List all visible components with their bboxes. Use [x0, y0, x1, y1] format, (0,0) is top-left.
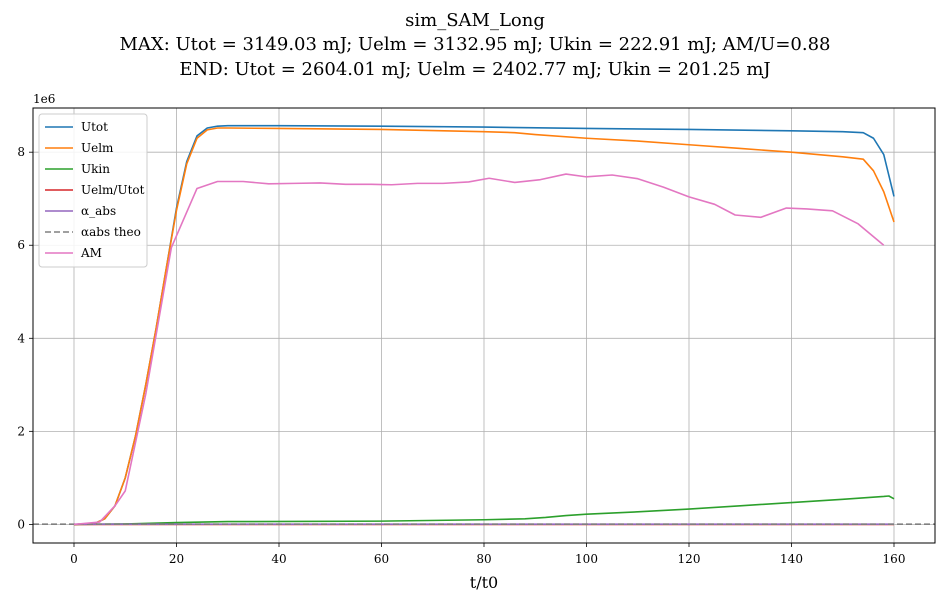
legend-box [38, 113, 148, 268]
chart-subtitle-end: END: Utot = 2604.01 mJ; Uelm = 2402.77 m… [179, 59, 770, 80]
legend: Utot Uelm Ukin Uelm/Utot α_abs αabs theo AM [38, 113, 148, 268]
x-tick-label: 0 [70, 552, 78, 566]
series-line-1 [73, 127, 895, 526]
series-line-6 [73, 173, 885, 526]
plot-area: 0 20 40 60 80 100 120 140 160 0 2 4 6 8 [17, 107, 936, 566]
x-tick-label: 100 [575, 552, 598, 566]
x-tick-label: 140 [780, 552, 803, 566]
legend-label: Ukin [81, 162, 110, 176]
x-tick-label: 60 [374, 552, 389, 566]
legend-label: αabs theo [81, 225, 141, 239]
series-line-2 [73, 495, 895, 526]
x-tick-label: 80 [476, 552, 491, 566]
chart-subtitle-max: MAX: Utot = 3149.03 mJ; Uelm = 3132.95 m… [119, 34, 830, 55]
y-tick-label: 2 [17, 424, 25, 438]
series-layer [33, 124, 935, 526]
legend-label: Uelm/Utot [81, 183, 145, 197]
y-tick-label: 0 [17, 517, 25, 531]
ticks: 0 20 40 60 80 100 120 140 160 0 2 4 6 8 [17, 145, 905, 566]
x-tick-label: 160 [883, 552, 906, 566]
y-offset-text: 1e6 [33, 92, 55, 106]
x-tick-label: 40 [271, 552, 286, 566]
y-tick-label: 4 [17, 331, 25, 345]
legend-label: α_abs [81, 204, 116, 218]
legend-label: AM [80, 246, 102, 260]
x-axis-label: t/t0 [470, 573, 498, 592]
legend-label: Utot [81, 120, 108, 134]
legend-label: Uelm [81, 141, 114, 155]
y-tick-label: 8 [17, 145, 25, 159]
x-tick-label: 120 [678, 552, 701, 566]
x-tick-label: 20 [169, 552, 184, 566]
chart-title: sim_SAM_Long [405, 10, 545, 31]
y-tick-label: 6 [17, 238, 25, 252]
